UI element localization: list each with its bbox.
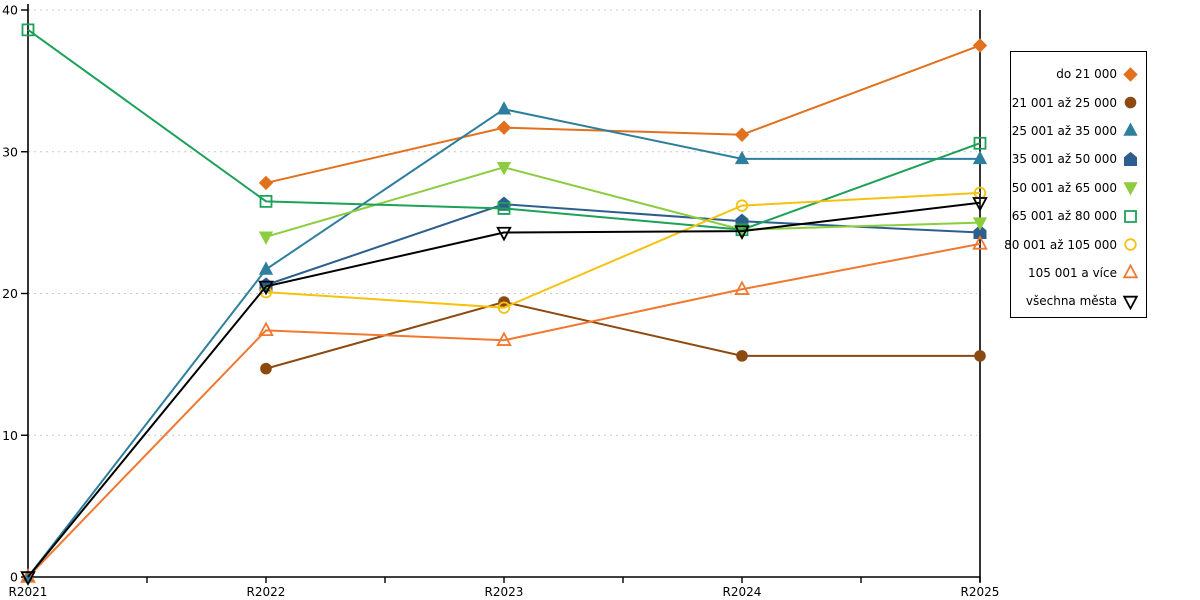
legend-item-label: do 21 000 [1056,67,1117,82]
series-line [265,44,981,184]
square-open-marker-icon [1124,209,1137,223]
legend-marker-icon [1122,264,1139,279]
legend-item-label: 25 001 až 35 000 [1011,123,1117,138]
triangle-up-open-marker-icon [496,331,512,346]
y-tick-label: 20 [2,286,18,301]
legend-item-label: 21 001 až 25 000 [1011,95,1117,110]
triangle-down-open-marker-icon [734,225,750,241]
triangle-up-open-marker-icon [20,568,36,583]
series-line [27,242,981,578]
triangle-down-marker-icon [258,231,274,245]
x-tick-label: R2022 [247,585,286,599]
triangle-up-open-marker-icon [1122,264,1139,279]
triangle-up-marker-icon [734,150,750,165]
legend-item: 21 001 až 25 000 [1011,88,1146,116]
series-line [27,108,980,578]
x-tick-label: R2021 [9,585,48,599]
legend-item: všechna města [1011,287,1146,315]
series-line [27,201,981,578]
triangle-down-marker-icon [972,217,988,231]
triangle-up-open-marker-icon [734,280,750,295]
square-open-marker-icon [21,23,35,37]
legend-item: 80 001 až 105 000 [1004,230,1146,258]
circle-marker-icon [1124,96,1137,109]
circle-open-marker-icon [735,199,749,212]
triangle-up-marker-icon [258,261,274,275]
series-line [265,191,981,309]
circle-open-marker-icon [497,301,511,314]
legend-marker-icon [1123,122,1138,137]
diamond-marker-icon [1123,66,1138,82]
pentagon-marker-icon [1124,151,1137,166]
circle-marker-icon [736,350,748,362]
triangle-up-marker-icon [496,101,512,115]
x-tick-label: R2025 [961,585,1000,599]
y-tick-label: 0 [10,570,18,585]
legend-item-label: 65 001 až 80 000 [1011,209,1117,224]
triangle-down-open-marker-icon [1122,295,1139,310]
legend-item-label: 50 001 až 65 000 [1011,180,1117,195]
triangle-down-marker-icon [496,162,512,176]
diamond-marker-icon [496,120,512,135]
line-chart: 0 10 20 30 40 R2021 R2022 R2023 R2024 R2025 [2,3,1000,600]
y-tick-label: 40 [2,3,18,18]
triangle-up-open-marker-icon [258,321,274,337]
diamond-marker-icon [258,175,274,191]
legend-item: 50 001 až 65 000 [1011,174,1146,202]
triangle-up-open-marker-icon [972,234,988,250]
legend-item: 105 001 a více [1011,259,1146,287]
circle-marker-icon [974,350,986,362]
legend-item-label: všechna města [1025,294,1117,309]
legend-item: 35 001 až 50 000 [1011,145,1146,173]
legend-item: 25 001 až 35 000 [1011,117,1146,145]
square-open-marker-icon [497,202,511,215]
y-tick-label: 10 [2,428,18,443]
legend-marker-icon [1124,209,1137,223]
diamond-marker-icon [734,127,750,142]
legend-marker-icon [1124,96,1137,109]
legend-item: 65 001 až 80 000 [1011,202,1146,230]
x-tick-label: R2024 [723,585,762,599]
triangle-up-marker-icon [1123,122,1138,137]
triangle-down-open-marker-icon [258,280,274,296]
legend-marker-icon [1123,182,1138,196]
legend-item-label: 105 001 a více [1027,265,1117,280]
legend-marker-icon [1124,151,1137,166]
legend: do 21 000 21 001 až 25 000 25 001 až 35 00… [1004,51,1147,318]
square-open-marker-icon [973,136,987,150]
legend-marker-icon [1124,238,1137,251]
x-tick-label: R2023 [485,585,524,599]
triangle-down-open-marker-icon [496,226,512,242]
y-tick-label: 30 [2,144,18,159]
legend-item-label: 80 001 až 105 000 [1004,237,1117,252]
triangle-down-open-marker-icon [972,197,988,212]
triangle-up-marker-icon [972,150,988,165]
diamond-marker-icon [972,38,988,53]
series-line [265,166,981,238]
circle-open-marker-icon [1124,238,1137,251]
triangle-down-open-marker-icon [20,571,36,586]
legend-item: do 21 000 [1011,60,1146,88]
triangle-down-marker-icon [1123,182,1138,196]
square-open-marker-icon [259,194,273,208]
legend-item-label: 35 001 až 50 000 [1011,152,1117,167]
legend-marker-icon [1122,295,1139,310]
legend-marker-icon [1123,66,1138,82]
circle-marker-icon [260,362,272,375]
